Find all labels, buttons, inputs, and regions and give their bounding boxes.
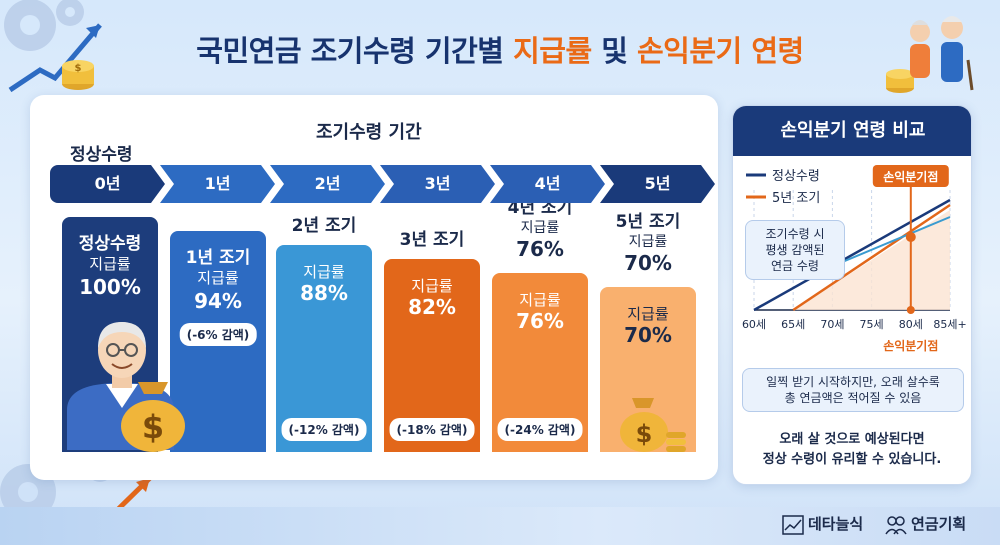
reduction-badge: (-24% 감액) <box>497 418 583 441</box>
bar-category-label: 4년 조기 <box>507 198 573 218</box>
x-tick-label: 80세 <box>899 318 923 331</box>
breakeven-tag-label: 손익분기점 <box>883 169 938 184</box>
bar: 지급률 76% (-24% 감액) <box>492 273 588 452</box>
bar-category-label: 3년 조기 <box>399 230 465 250</box>
svg-text:$: $ <box>142 408 164 446</box>
coin-icon: $ <box>62 60 914 93</box>
bar-metric-label: 지급률 <box>519 291 561 309</box>
timeline-segment: 0년 <box>50 165 165 203</box>
early-callout: 조기수령 시 평생 감액된 연금 수령 <box>745 220 845 280</box>
bar-metric-label: 지급률 <box>89 255 131 273</box>
bar-category-label: 정상수령 <box>78 234 142 254</box>
bar-metric-label: 지급률 <box>627 305 669 323</box>
bar-metric-label: 지급률 <box>303 263 345 281</box>
timeline: 0년 1년 2년 3년 4년 5년 <box>50 165 710 203</box>
breakeven-bottom-label: 손익분기점 <box>883 338 938 353</box>
x-tick-label: 60세 <box>742 318 766 331</box>
x-tick-label: 70세 <box>820 318 844 331</box>
bar-value-label: 82% <box>408 295 456 319</box>
bar-category-label: 1년 조기 <box>185 248 251 268</box>
money-bag-icon: $ <box>121 382 185 452</box>
x-tick-label: 75세 <box>860 318 884 331</box>
x-tick-label: 85세+ <box>933 318 966 331</box>
bar-value-label: 70% <box>624 323 672 347</box>
reduction-badge: (-6% 감액) <box>179 323 257 346</box>
bar: 1년 조기 지급률 94% (-6% 감액) <box>170 231 266 452</box>
x-tick-label: 65세 <box>781 318 805 331</box>
legend-label: 5년 조기 <box>772 191 820 206</box>
note-box: 일찍 받기 시작하지만, 오래 살수록 총 연금액은 적어질 수 있음 <box>742 368 964 412</box>
breakeven-point <box>905 232 916 242</box>
bar-value-label: 76% <box>516 309 564 333</box>
timeline-segment: 2년 <box>270 165 385 203</box>
bar-category-label: 5년 조기 <box>615 212 681 232</box>
bar: 지급률 88% (-12% 감액) <box>276 245 372 452</box>
footer-bar <box>0 507 1000 545</box>
bar-value-label: 94% <box>194 289 242 313</box>
above-metric-label: 지급률 <box>520 220 560 236</box>
breakeven-axis-point <box>906 306 915 314</box>
money-bag-icon: $ <box>620 398 686 452</box>
elderly-couple-icon <box>910 16 974 91</box>
svg-text:$: $ <box>75 63 82 74</box>
above-value-label: 70% <box>624 251 672 275</box>
series-line-normal <box>753 198 951 312</box>
series-line-early <box>792 203 951 312</box>
brand-1: 데타늘식 <box>808 515 864 533</box>
timeline-segment: 3년 <box>380 165 495 203</box>
breakeven-title: 손익분기 연령 비교 <box>733 106 971 156</box>
reduction-badge: (-12% 감액) <box>281 418 367 441</box>
bar-metric-label: 지급률 <box>411 277 453 295</box>
growth-arrow-icon <box>8 23 102 93</box>
bar-value-label: 100% <box>79 275 141 299</box>
timeline-segment: 4년 <box>490 165 605 203</box>
period-label: 조기수령 기간 <box>316 122 422 143</box>
conclusion-text: 오래 살 것으로 예상된다면 정상 수령이 유리할 수 있습니다. <box>762 432 942 467</box>
breakeven-tag <box>872 165 949 187</box>
legend-label: 정상수령 <box>772 169 820 184</box>
bar-metric-label: 지급률 <box>197 269 239 287</box>
chart-icon <box>782 515 804 535</box>
bar-category-label: 2년 조기 <box>291 216 357 236</box>
timeline-segment: 5년 <box>600 165 715 203</box>
above-metric-label: 지급률 <box>628 234 668 250</box>
reduction-badge: (-18% 감액) <box>389 418 475 441</box>
bar-value-label: 88% <box>300 281 348 305</box>
brand-2: 연금기획 <box>911 515 967 533</box>
normal-label: 정상수령 <box>70 145 133 165</box>
above-value-label: 76% <box>516 237 564 261</box>
timeline-segment: 1년 <box>160 165 275 203</box>
svg-text:$: $ <box>636 420 653 448</box>
page-title: 국민연금 조기수령 기간별 지급률 및 손익분기 연령 <box>196 34 804 68</box>
people-icon <box>885 516 907 535</box>
bar: 지급률 82% (-18% 감액) <box>384 259 480 452</box>
